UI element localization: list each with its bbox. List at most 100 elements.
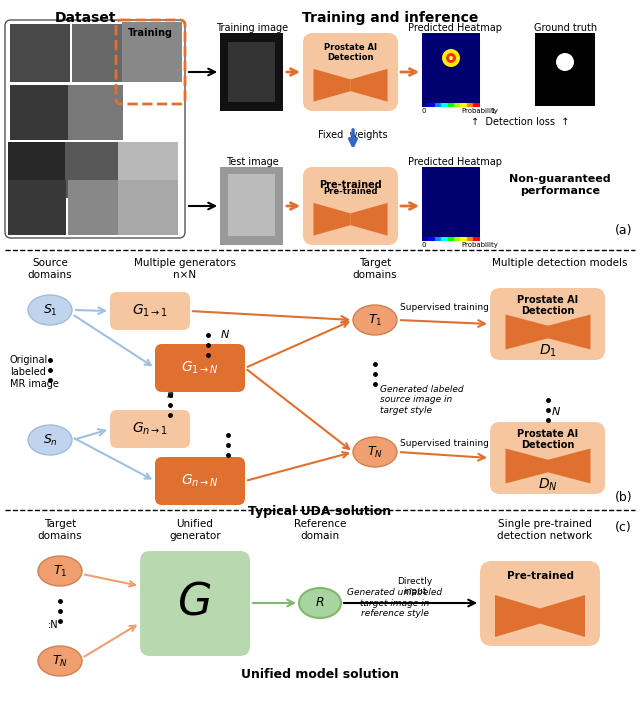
Text: Test image: Test image — [226, 157, 278, 167]
Bar — [447, 103, 454, 107]
Text: (a): (a) — [614, 224, 632, 237]
Bar — [473, 237, 480, 241]
FancyBboxPatch shape — [155, 344, 245, 392]
Ellipse shape — [353, 305, 397, 335]
Text: Unified model solution: Unified model solution — [241, 668, 399, 681]
FancyBboxPatch shape — [140, 551, 250, 656]
Text: Predicted Heatmap: Predicted Heatmap — [408, 23, 502, 33]
Text: Prostate AI: Prostate AI — [517, 295, 579, 305]
Bar — [8, 142, 66, 198]
Text: Prostate AI: Prostate AI — [517, 429, 579, 439]
Bar — [428, 237, 435, 241]
Text: G: G — [178, 581, 212, 625]
Text: Multiple generators
n×N: Multiple generators n×N — [134, 258, 236, 279]
Bar — [467, 103, 474, 107]
Polygon shape — [548, 315, 591, 349]
Text: Ground truth: Ground truth — [534, 23, 598, 33]
Text: Probability: Probability — [461, 242, 499, 248]
Text: Supervised training: Supervised training — [399, 303, 488, 312]
Text: $D_1$: $D_1$ — [539, 343, 557, 360]
Bar — [118, 180, 178, 235]
Bar — [228, 42, 275, 102]
Bar — [460, 103, 467, 107]
Text: (b): (b) — [614, 491, 632, 504]
Text: Multiple detection models: Multiple detection models — [492, 258, 628, 268]
Bar — [535, 33, 595, 106]
Text: Predicted Heatmap: Predicted Heatmap — [408, 157, 502, 167]
Text: Pre-trained: Pre-trained — [506, 571, 573, 581]
Text: Unified
generator: Unified generator — [169, 519, 221, 541]
Bar — [422, 103, 429, 107]
Text: Target
domains: Target domains — [353, 258, 397, 279]
FancyBboxPatch shape — [480, 561, 600, 646]
Text: $S_1$: $S_1$ — [43, 303, 58, 318]
Text: Directly
input: Directly input — [397, 577, 433, 596]
Text: $T_1$: $T_1$ — [368, 313, 382, 328]
Bar — [422, 33, 480, 106]
Bar — [72, 24, 130, 82]
Bar — [447, 237, 454, 241]
Text: $T_N$: $T_N$ — [367, 445, 383, 459]
Text: Source
domains: Source domains — [28, 258, 72, 279]
Ellipse shape — [353, 437, 397, 467]
Ellipse shape — [28, 425, 72, 455]
Bar — [422, 237, 429, 241]
Bar — [467, 237, 474, 241]
Text: Pre-trained: Pre-trained — [319, 180, 381, 190]
Circle shape — [446, 53, 456, 63]
Polygon shape — [506, 448, 548, 484]
Text: R: R — [316, 596, 324, 609]
Bar — [435, 103, 442, 107]
Text: Target
domains: Target domains — [38, 519, 83, 541]
Bar — [68, 85, 123, 140]
Text: 0: 0 — [422, 108, 426, 114]
FancyBboxPatch shape — [303, 167, 398, 245]
Polygon shape — [351, 203, 388, 235]
FancyBboxPatch shape — [490, 422, 605, 494]
Text: Training image: Training image — [216, 23, 288, 33]
Bar — [228, 174, 275, 236]
Ellipse shape — [38, 646, 82, 676]
Text: Prostate AI: Prostate AI — [324, 43, 377, 51]
Text: Typical UDA solution: Typical UDA solution — [248, 505, 392, 518]
Text: Detection: Detection — [522, 440, 575, 450]
Text: 0: 0 — [422, 242, 426, 248]
Bar — [8, 180, 66, 235]
Bar — [441, 103, 448, 107]
Bar — [460, 237, 467, 241]
Text: Single pre-trained
detection network: Single pre-trained detection network — [497, 519, 593, 541]
Bar — [10, 24, 70, 82]
Bar — [68, 180, 124, 235]
Text: Detection: Detection — [522, 306, 575, 316]
Text: Training and inference: Training and inference — [302, 11, 478, 25]
Text: Probability: Probability — [461, 108, 499, 114]
Text: (c): (c) — [615, 521, 632, 534]
FancyBboxPatch shape — [5, 20, 185, 238]
Text: Detection: Detection — [327, 53, 374, 63]
Text: $G_{n\rightarrow N}$: $G_{n\rightarrow N}$ — [181, 473, 219, 490]
Ellipse shape — [28, 295, 72, 325]
Ellipse shape — [299, 588, 341, 618]
Bar — [441, 237, 448, 241]
Text: Generated unlabeled
target image in
reference style: Generated unlabeled target image in refe… — [348, 588, 443, 618]
Text: Fixed  weights: Fixed weights — [318, 130, 388, 140]
Text: Dataset: Dataset — [54, 11, 116, 25]
FancyBboxPatch shape — [155, 457, 245, 505]
Polygon shape — [548, 448, 591, 484]
FancyBboxPatch shape — [110, 292, 190, 330]
Text: Generated labeled
source image in
target style: Generated labeled source image in target… — [380, 385, 463, 415]
FancyBboxPatch shape — [303, 33, 398, 111]
Text: $G_{1\rightarrow 1}$: $G_{1\rightarrow 1}$ — [132, 303, 168, 319]
Text: :N: :N — [48, 620, 59, 630]
Ellipse shape — [38, 556, 82, 586]
Circle shape — [449, 56, 453, 60]
Text: N: N — [221, 330, 229, 340]
Text: 1: 1 — [464, 108, 496, 114]
Text: Supervised training: Supervised training — [399, 439, 488, 448]
Circle shape — [442, 49, 460, 67]
Bar — [454, 103, 461, 107]
Bar — [473, 103, 480, 107]
Text: $D_N$: $D_N$ — [538, 477, 558, 493]
Polygon shape — [314, 69, 351, 102]
Bar — [220, 33, 283, 111]
